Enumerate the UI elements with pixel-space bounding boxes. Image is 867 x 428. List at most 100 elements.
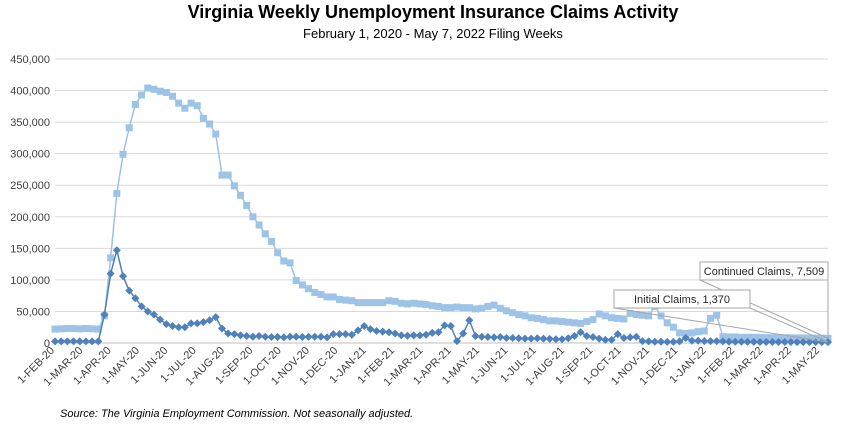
data-point [107,254,115,262]
data-point [452,337,461,346]
data-point [385,297,393,305]
data-point [558,318,566,326]
data-point [261,332,270,341]
data-point [484,302,492,310]
y-tick-label: 450,000 [10,54,50,66]
data-point [206,120,214,128]
data-point [465,316,474,325]
chart-title: Virginia Weekly Unemployment Insurance C… [188,2,679,22]
data-point [570,332,579,341]
source-note: Source: The Virginia Employment Commissi… [60,408,413,420]
data-point [521,312,529,320]
data-point [125,124,133,132]
data-point [360,321,369,330]
data-point [483,333,492,342]
data-point [582,332,591,341]
data-point [224,329,233,338]
data-point [70,324,78,332]
data-point [632,311,640,319]
data-point [76,325,84,333]
data-point [156,315,165,324]
data-point [780,338,789,347]
data-point [676,329,684,337]
data-point [459,304,467,312]
data-point [335,330,344,339]
data-point [657,337,666,346]
data-point [669,337,678,346]
data-point [51,337,59,346]
data-point [645,312,653,320]
data-point [527,334,536,343]
data-point [743,337,752,346]
callout-leader [613,307,829,343]
data-point [341,330,350,339]
data-point [762,338,771,347]
data-point [230,182,238,190]
data-point [279,333,288,342]
data-point [304,332,313,341]
callout-leader [749,307,829,343]
data-point [242,332,251,341]
data-point [706,337,715,346]
data-point [267,333,276,342]
data-point [292,277,300,285]
data-point [249,213,257,221]
data-point [545,334,554,343]
y-tick-label: 300,000 [10,149,50,161]
data-point [316,332,325,341]
data-point [644,337,653,346]
data-point [762,334,770,342]
data-point [669,323,677,331]
data-point [168,321,177,330]
data-point [106,269,115,278]
data-point [82,324,90,332]
data-point [675,337,684,346]
data-point [354,299,362,307]
callout-label: Continued Claims, 7,509 [704,266,824,278]
y-tick-label: 200,000 [10,212,50,224]
data-point [744,333,752,341]
data-point [502,333,511,342]
data-point [119,150,127,158]
data-point [608,314,616,322]
data-point [348,297,356,305]
data-point [180,323,189,332]
data-point [589,316,597,324]
data-point [601,335,610,344]
data-point [305,285,313,293]
data-point [403,300,411,308]
data-point [366,325,375,334]
data-point [725,337,734,346]
y-tick-label: 350,000 [10,117,50,129]
data-point [515,311,523,319]
data-point [100,310,109,319]
data-point [490,301,498,309]
data-point [131,294,140,303]
data-point [694,336,703,345]
data-point [119,272,128,281]
data-point [373,299,381,307]
data-point [354,326,363,335]
data-point [737,333,745,341]
data-point [428,302,436,310]
gridlines [55,58,828,344]
data-point [237,191,245,199]
data-point [175,99,183,107]
data-point [217,324,226,333]
callout-box [613,289,751,309]
data-point [607,335,616,344]
data-point [181,104,189,112]
data-point [805,334,813,342]
data-point [446,321,455,330]
data-point [755,337,764,346]
callouts: Continued Claims, 7,509 Initial Claims, 1… [613,261,829,343]
data-point [601,312,609,320]
data-point [174,323,183,332]
data-point [459,329,468,338]
data-point [520,334,529,343]
data-point [335,295,343,303]
data-point [342,296,350,304]
data-point [774,338,783,347]
data-point [719,333,727,341]
data-point [267,237,275,245]
